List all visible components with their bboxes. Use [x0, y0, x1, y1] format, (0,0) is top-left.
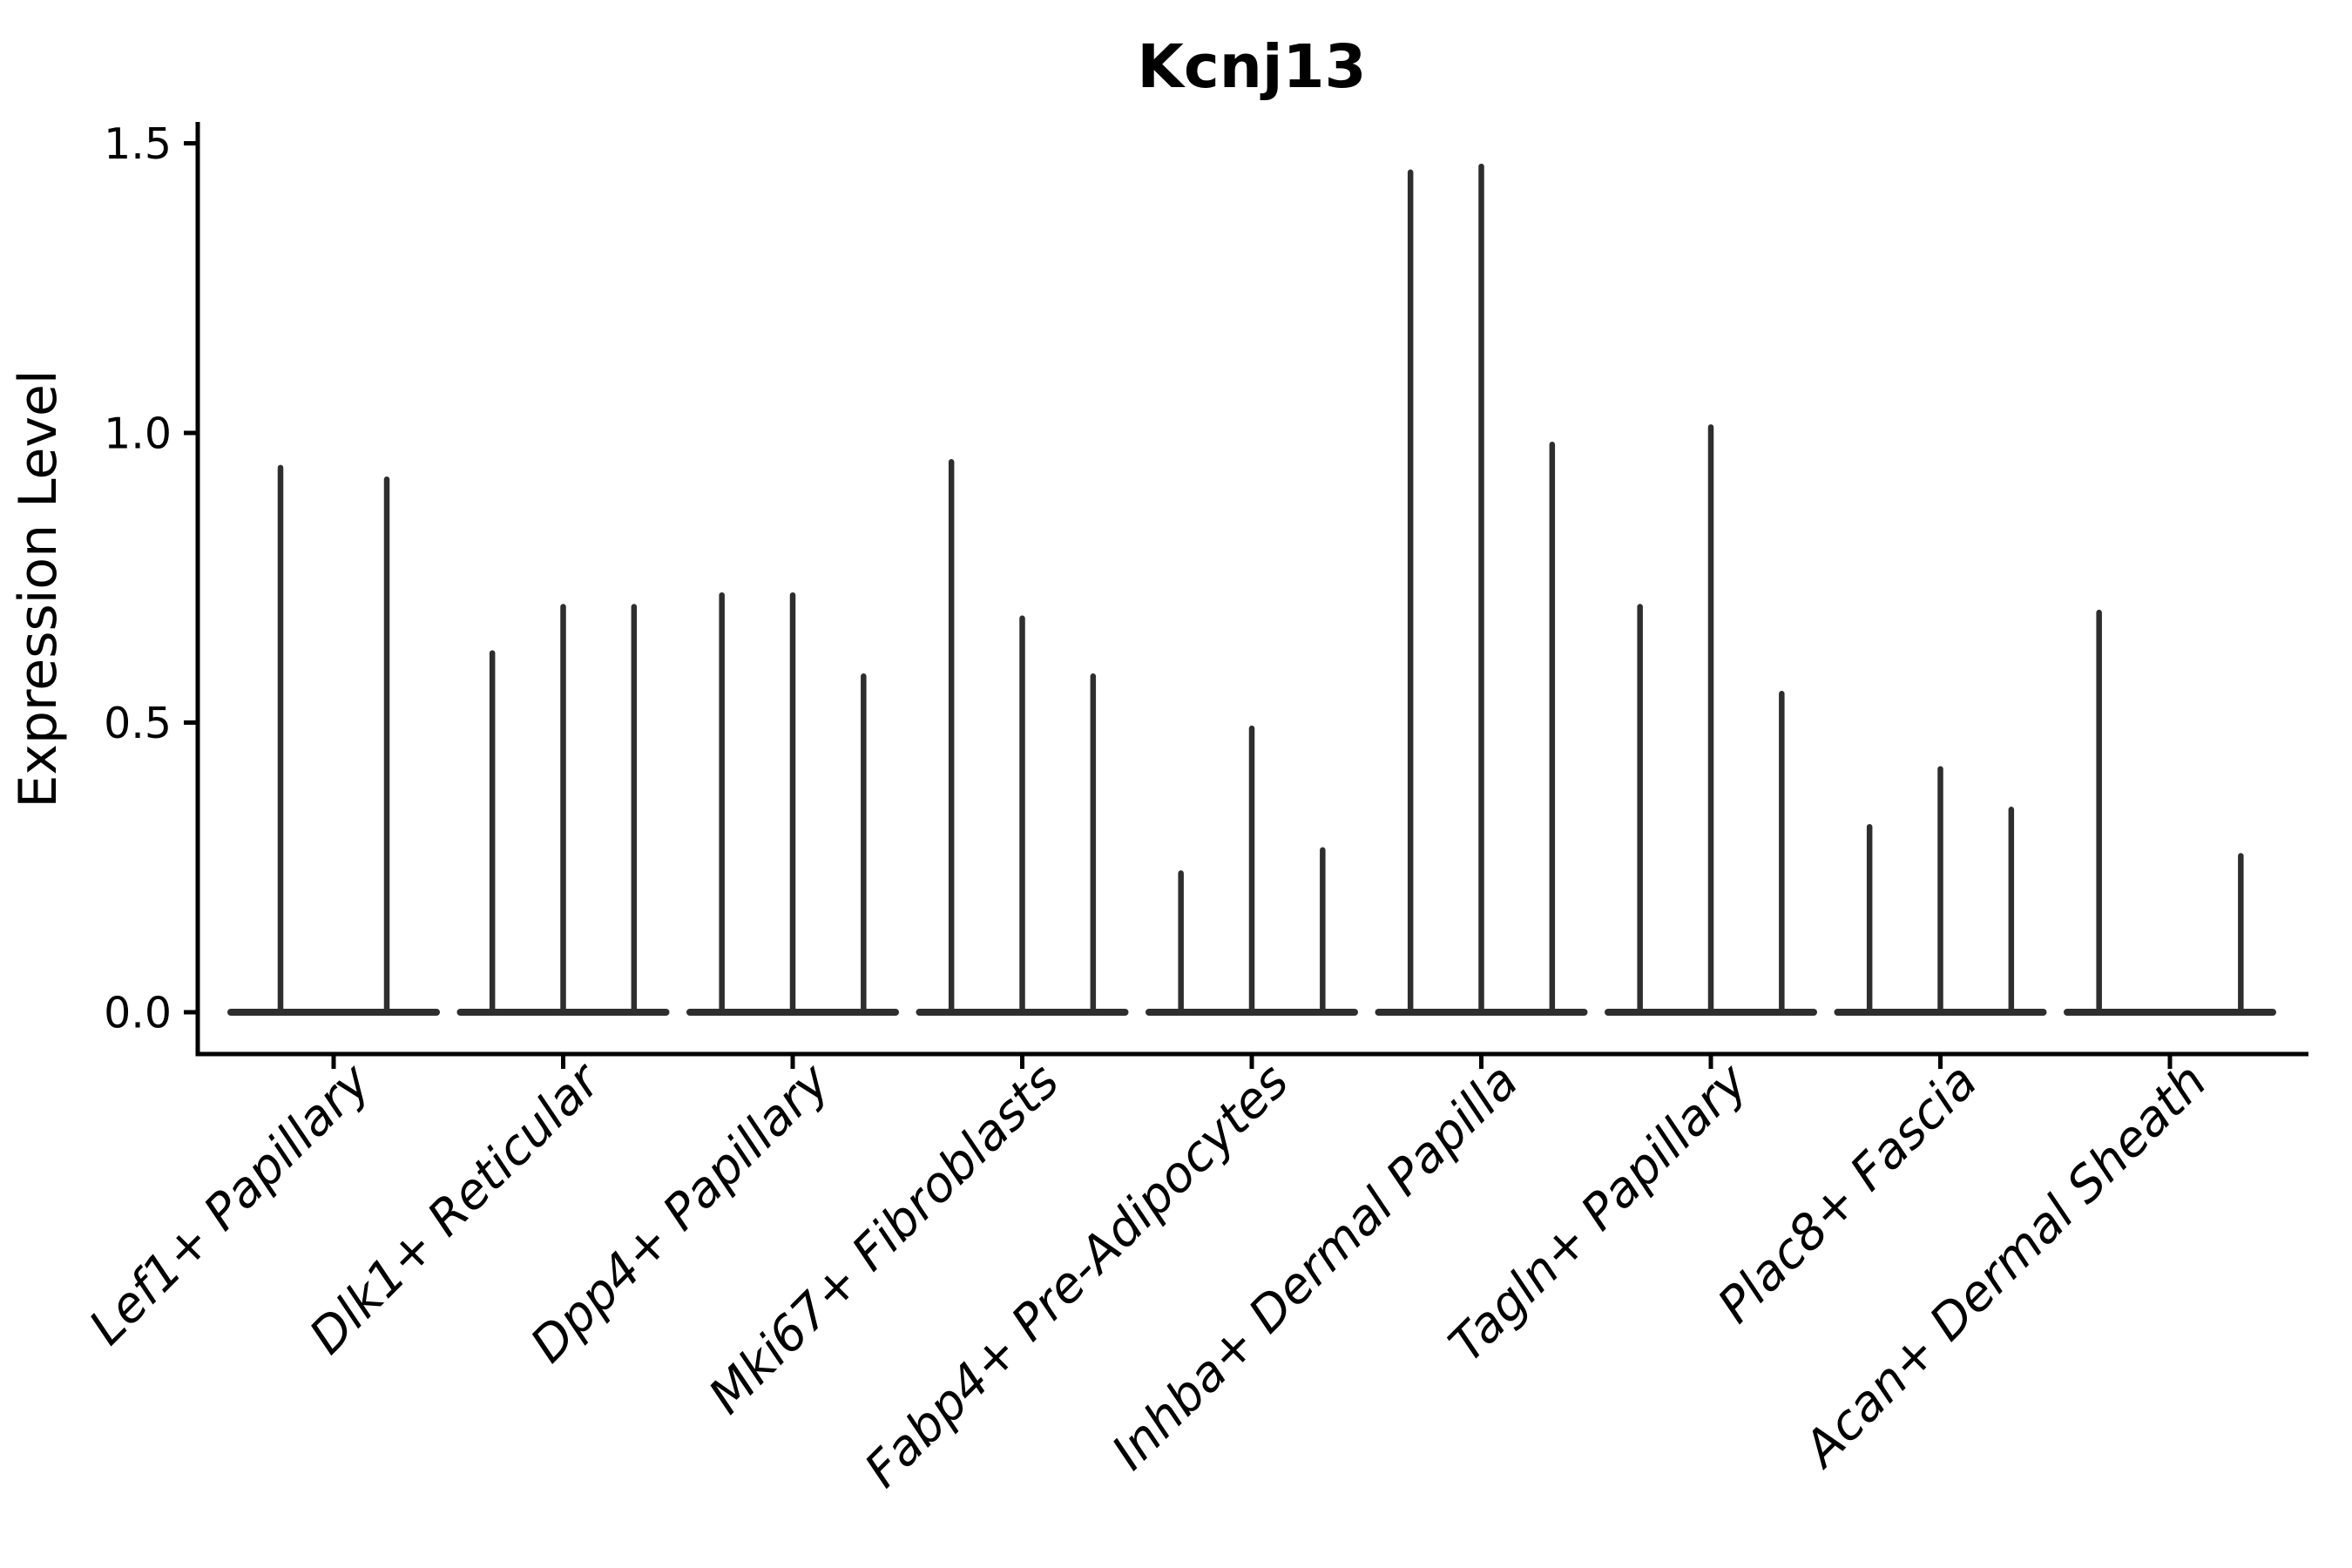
- y-tick-label: 0.5: [104, 699, 172, 748]
- violin-group: [686, 591, 899, 1016]
- violin-group: [2064, 609, 2276, 1016]
- y-axis-label: Expression Level: [8, 369, 69, 808]
- violin-group: [456, 604, 670, 1016]
- x-tick-label: Fabp4+ Pre-Adipocytes: [855, 1053, 1300, 1498]
- violin-group: [1605, 424, 1817, 1016]
- chart-title: Kcnj13: [1137, 32, 1366, 102]
- violin-group: [916, 459, 1129, 1016]
- violins: [227, 163, 2276, 1016]
- violin-group: [1375, 163, 1588, 1016]
- y-tick-label: 1.5: [104, 119, 172, 169]
- violin-group: [227, 464, 440, 1016]
- y-tick-label: 0.0: [104, 989, 172, 1038]
- y-tick-label: 1.0: [104, 409, 172, 459]
- violin-group: [1146, 725, 1358, 1016]
- x-tick-label: Inhba+ Dermal Papilla: [1101, 1053, 1529, 1481]
- x-tick-label: Acan+ Dermal Sheath: [1792, 1053, 2218, 1479]
- violin-group: [1834, 766, 2047, 1016]
